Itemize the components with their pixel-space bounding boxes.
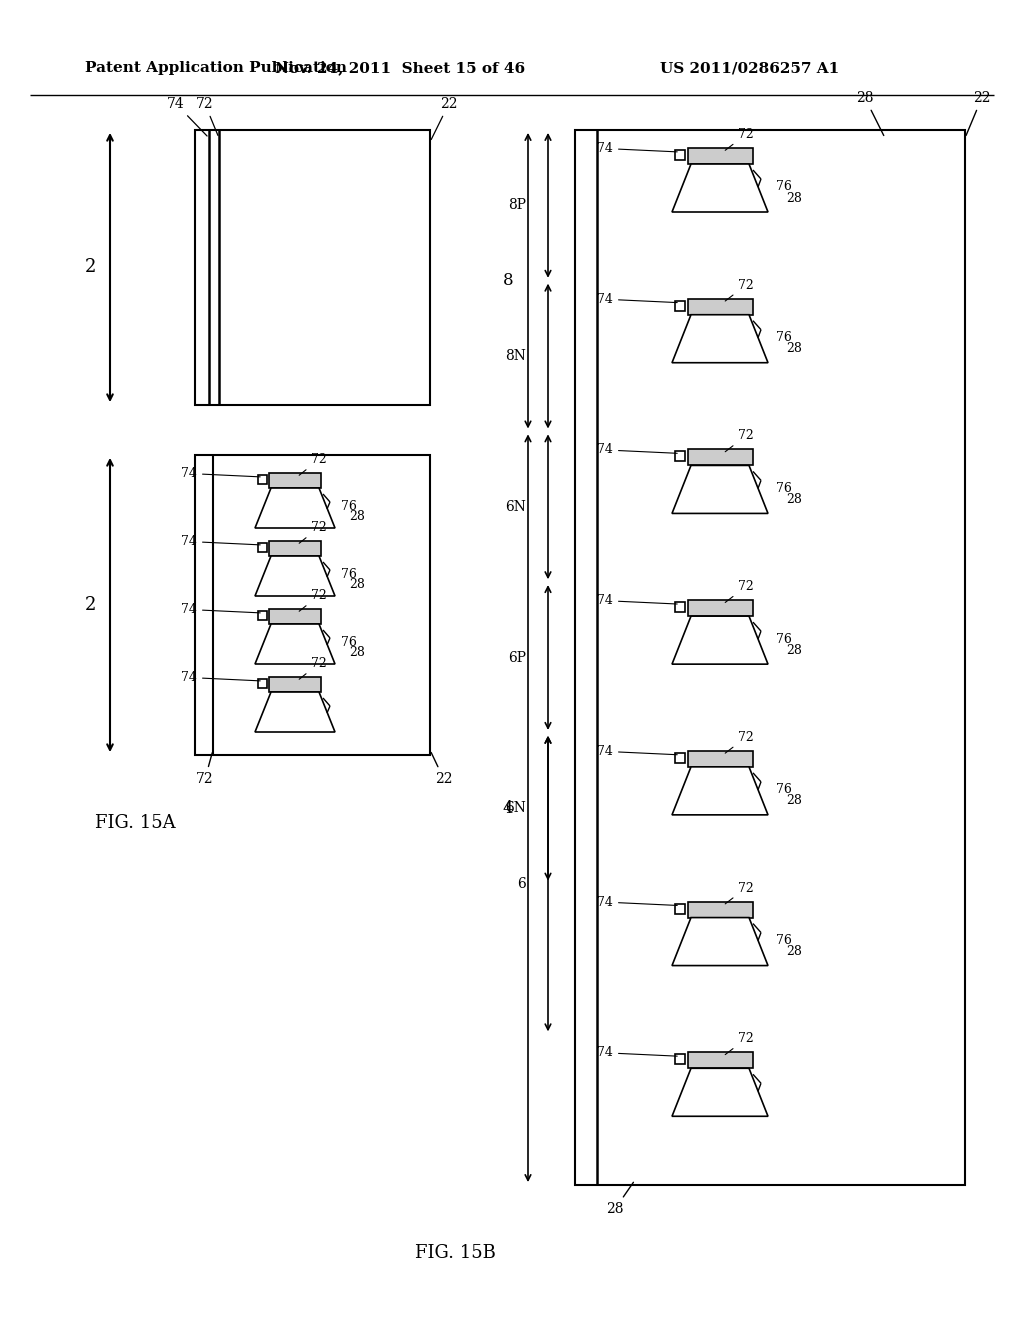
Bar [675,1055,685,1064]
Bar [688,601,753,616]
Bar [688,449,753,466]
Text: 76: 76 [776,935,792,946]
Bar [258,611,267,620]
Text: 74: 74 [181,535,260,548]
Bar [269,541,321,556]
Bar [688,902,753,917]
Text: 28: 28 [606,1183,634,1216]
Text: 72: 72 [299,657,327,680]
Text: 74: 74 [181,467,260,480]
Text: 74: 74 [597,143,677,154]
Text: 72: 72 [725,128,754,150]
Text: 2: 2 [84,257,95,276]
Bar [258,678,267,688]
Text: 74: 74 [597,444,677,457]
Polygon shape [672,164,768,213]
Text: 76: 76 [776,783,792,796]
Text: US 2011/0286257 A1: US 2011/0286257 A1 [660,61,840,75]
Polygon shape [255,556,335,597]
Text: 72: 72 [725,731,754,754]
Bar [195,129,430,405]
Text: 72: 72 [197,752,214,785]
Text: 72: 72 [299,453,327,475]
Text: 74: 74 [597,293,677,306]
Text: 76: 76 [341,499,357,512]
Text: 28: 28 [349,578,365,590]
Text: 28: 28 [786,644,802,656]
Text: 74: 74 [181,603,260,616]
Text: 76: 76 [776,181,792,194]
Text: 6N: 6N [505,500,526,513]
Bar [675,451,685,462]
Bar [269,677,321,692]
Text: 72: 72 [725,279,754,301]
Polygon shape [255,624,335,664]
Text: 76: 76 [776,482,792,495]
Text: 72: 72 [725,581,754,602]
Bar [675,301,685,310]
Polygon shape [255,692,335,733]
Text: Nov. 24, 2011  Sheet 15 of 46: Nov. 24, 2011 Sheet 15 of 46 [274,61,525,75]
Text: 28: 28 [786,945,802,958]
Text: 74: 74 [597,1047,677,1059]
Polygon shape [672,1068,768,1117]
Text: 6P: 6P [508,651,526,664]
Polygon shape [672,314,768,363]
Text: 28: 28 [786,342,802,355]
Text: 22: 22 [966,91,990,136]
Text: 8: 8 [503,272,513,289]
Text: 72: 72 [299,589,327,611]
Bar [675,150,685,160]
Text: 76: 76 [776,331,792,345]
Text: 74: 74 [597,895,677,908]
Bar [675,752,685,763]
Bar [675,904,685,913]
Text: 22: 22 [431,96,458,140]
Bar [195,455,430,755]
Bar [675,602,685,612]
Bar [258,543,267,552]
Text: 74: 74 [597,744,677,758]
Text: 72: 72 [725,882,754,904]
Bar [688,298,753,314]
Text: 76: 76 [341,635,357,648]
Bar [269,609,321,624]
Text: FIG. 15B: FIG. 15B [415,1243,496,1262]
Text: 72: 72 [197,96,218,136]
Polygon shape [255,488,335,528]
Text: FIG. 15A: FIG. 15A [95,814,176,832]
Text: 28: 28 [856,91,884,136]
Text: 72: 72 [299,521,327,544]
Text: 2: 2 [84,597,95,614]
Polygon shape [672,466,768,513]
Text: 28: 28 [786,492,802,506]
Bar [688,148,753,164]
Text: 22: 22 [431,752,453,785]
Text: 6N: 6N [505,801,526,816]
Text: 6: 6 [517,876,526,891]
Bar [688,1052,753,1068]
Text: 28: 28 [349,510,365,523]
Text: 28: 28 [349,645,365,659]
Text: 28: 28 [786,191,802,205]
Polygon shape [672,616,768,664]
Bar [258,475,267,484]
Bar [575,129,965,1185]
Bar [269,473,321,488]
Bar [688,751,753,767]
Text: 8P: 8P [508,198,526,213]
Text: 76: 76 [776,632,792,645]
Text: 4: 4 [503,800,513,817]
Text: 72: 72 [725,1032,754,1055]
Polygon shape [672,917,768,965]
Text: 28: 28 [786,795,802,808]
Text: 74: 74 [597,594,677,607]
Text: 72: 72 [725,429,754,451]
Text: 74: 74 [167,96,207,136]
Text: Patent Application Publication: Patent Application Publication [85,61,347,75]
Polygon shape [672,767,768,814]
Text: 74: 74 [181,671,260,684]
Text: 8N: 8N [505,348,526,363]
Text: 76: 76 [341,568,357,581]
